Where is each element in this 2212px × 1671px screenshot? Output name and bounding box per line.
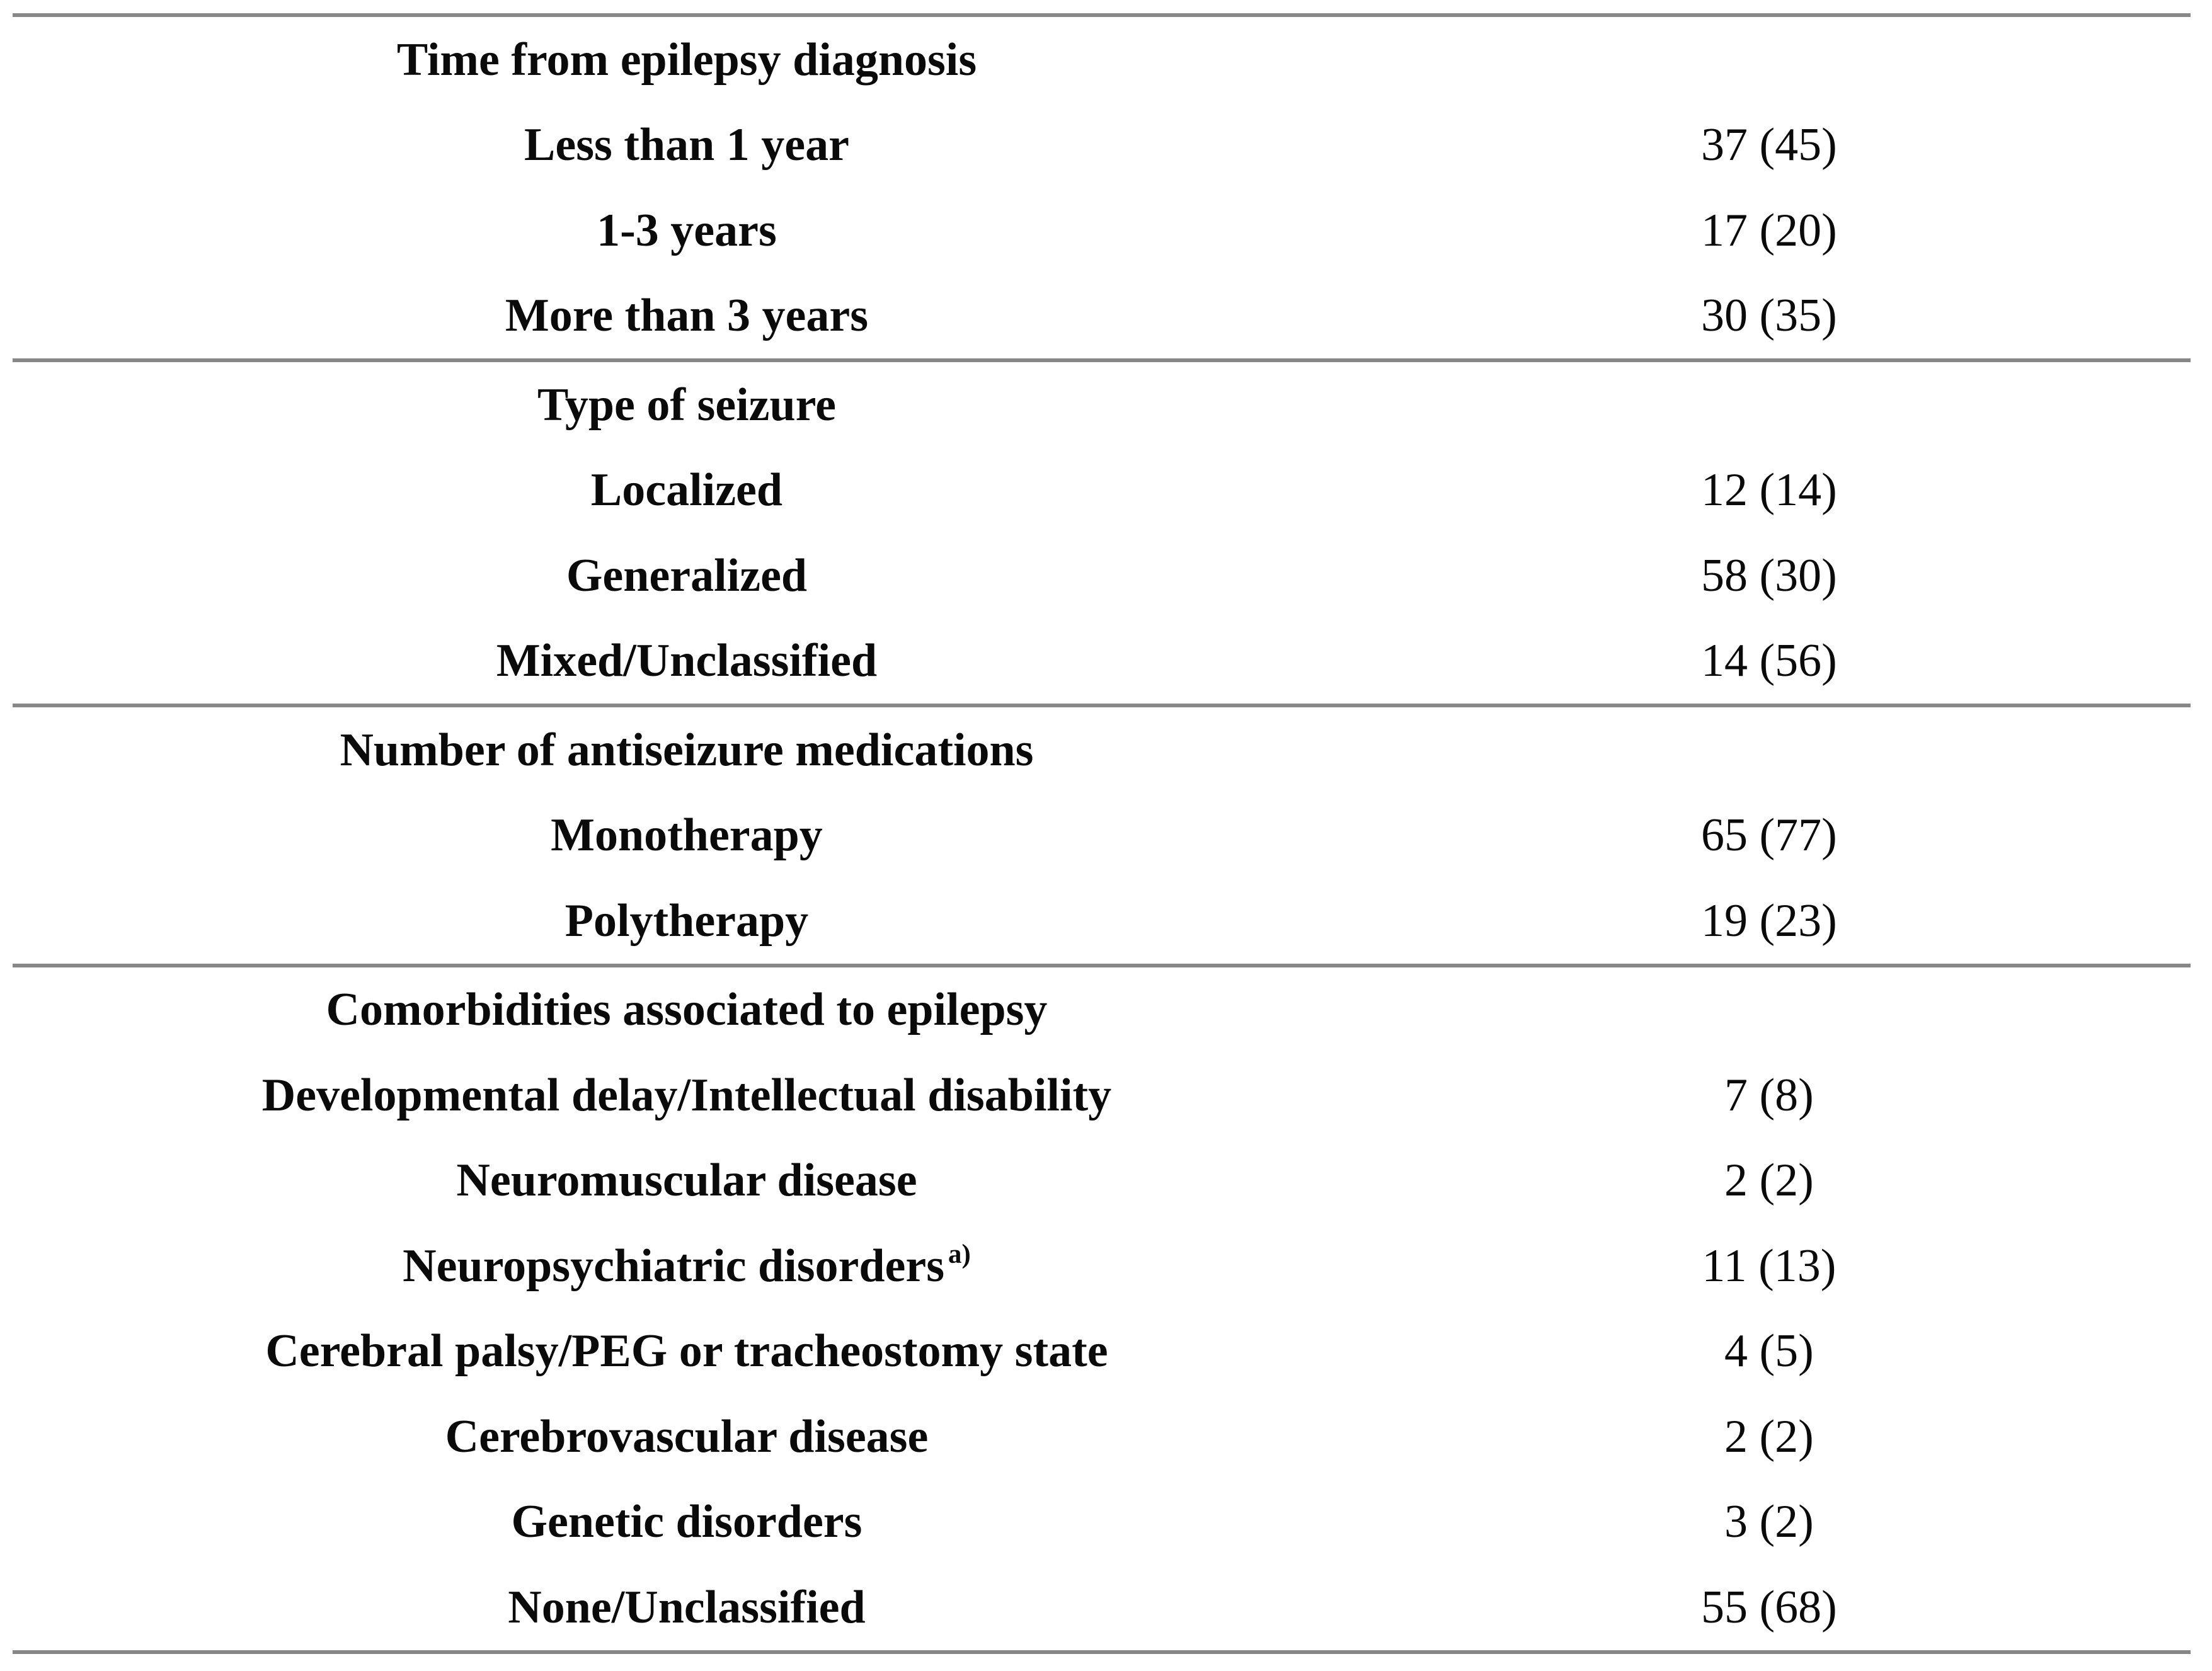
table-row: Mixed/Unclassified 14 (56): [0, 619, 2212, 704]
row-value: 55 (68): [1701, 1581, 1837, 1633]
row-value: 4 (5): [1724, 1325, 1814, 1377]
row-value: 30 (35): [1701, 290, 1837, 342]
table-row: Less than 1 year 37 (45): [0, 103, 2212, 188]
table-row: Generalized 58 (30): [0, 533, 2212, 619]
row-value: 65 (77): [1701, 809, 1837, 862]
section-header-row: Type of seizure: [0, 362, 2212, 448]
row-label: Neuropsychiatric disorders: [403, 1240, 945, 1292]
row-value: 14 (56): [1701, 635, 1837, 687]
row-label: Genetic disorders: [511, 1496, 862, 1548]
table-row: Monotherapy 65 (77): [0, 793, 2212, 879]
section-header: Type of seizure: [537, 379, 837, 431]
section-header-row: Comorbidities associated to epilepsy: [0, 967, 2212, 1053]
horizontal-rule-top: [13, 13, 2191, 17]
row-label: Less than 1 year: [524, 119, 849, 171]
table-row: Polytherapy 19 (23): [0, 878, 2212, 964]
section-time-from-epilepsy-diagnosis: Time from epilepsy diagnosis Less than 1…: [0, 17, 2212, 358]
table-row: Neuromuscular disease 2 (2): [0, 1138, 2212, 1224]
row-label: Developmental delay/Intellectual disabil…: [261, 1069, 1112, 1121]
section-header: Time from epilepsy diagnosis: [396, 33, 977, 86]
row-value: 7 (8): [1724, 1069, 1814, 1121]
row-label: Polytherapy: [564, 894, 809, 947]
table-row: Genetic disorders 3 (2): [0, 1480, 2212, 1565]
table-row: Cerebral palsy/PEG or tracheostomy state…: [0, 1309, 2212, 1394]
row-value: 17 (20): [1701, 204, 1837, 256]
row-label: Cerebral palsy/PEG or tracheostomy state: [265, 1325, 1108, 1377]
table-row: Developmental delay/Intellectual disabil…: [0, 1052, 2212, 1138]
row-value: 12 (14): [1701, 464, 1837, 516]
row-value: 3 (2): [1724, 1496, 1814, 1548]
row-label: Mixed/Unclassified: [496, 635, 878, 687]
table-row: More than 3 years 30 (35): [0, 273, 2212, 359]
row-value: 11 (13): [1702, 1240, 1837, 1292]
table-row: Cerebrovascular disease 2 (2): [0, 1394, 2212, 1480]
horizontal-rule: [13, 358, 2191, 362]
row-label-with-footnote: Neuropsychiatric disorders a): [0, 1239, 1373, 1292]
section-comorbidities: Comorbidities associated to epilepsy Dev…: [0, 967, 2212, 1650]
section-header: Comorbidities associated to epilepsy: [326, 984, 1048, 1036]
table-row: Localized 12 (14): [0, 448, 2212, 533]
section-type-of-seizure: Type of seizure Localized 12 (14) Genera…: [0, 362, 2212, 704]
row-label: 1-3 years: [597, 204, 777, 256]
horizontal-rule-bottom: [13, 1650, 2191, 1654]
table-row: 1-3 years 17 (20): [0, 188, 2212, 273]
table-row: None/Unclassified 55 (68): [0, 1565, 2212, 1650]
row-value: 2 (2): [1724, 1155, 1814, 1207]
table-row: Neuropsychiatric disorders a) 11 (13): [0, 1223, 2212, 1309]
row-label: More than 3 years: [505, 290, 869, 342]
horizontal-rule: [13, 704, 2191, 707]
row-value: 37 (45): [1701, 119, 1837, 171]
section-number-of-antiseizure-medications: Number of antiseizure medications Monoth…: [0, 707, 2212, 964]
horizontal-rule: [13, 963, 2191, 967]
row-label: Neuromuscular disease: [456, 1155, 917, 1207]
row-value: 19 (23): [1701, 894, 1837, 947]
section-header-row: Time from epilepsy diagnosis: [0, 17, 2212, 103]
row-label: Cerebrovascular disease: [445, 1410, 929, 1463]
row-value: 58 (30): [1701, 549, 1837, 602]
row-label: Monotherapy: [551, 809, 823, 862]
row-label: Generalized: [566, 549, 808, 602]
row-label: Localized: [590, 464, 783, 516]
section-header-row: Number of antiseizure medications: [0, 707, 2212, 793]
section-header: Number of antiseizure medications: [340, 724, 1034, 776]
row-value: 2 (2): [1724, 1410, 1814, 1463]
top-spacer: [0, 0, 2212, 13]
row-label: None/Unclassified: [508, 1581, 866, 1633]
footnote-marker: a): [948, 1239, 971, 1269]
